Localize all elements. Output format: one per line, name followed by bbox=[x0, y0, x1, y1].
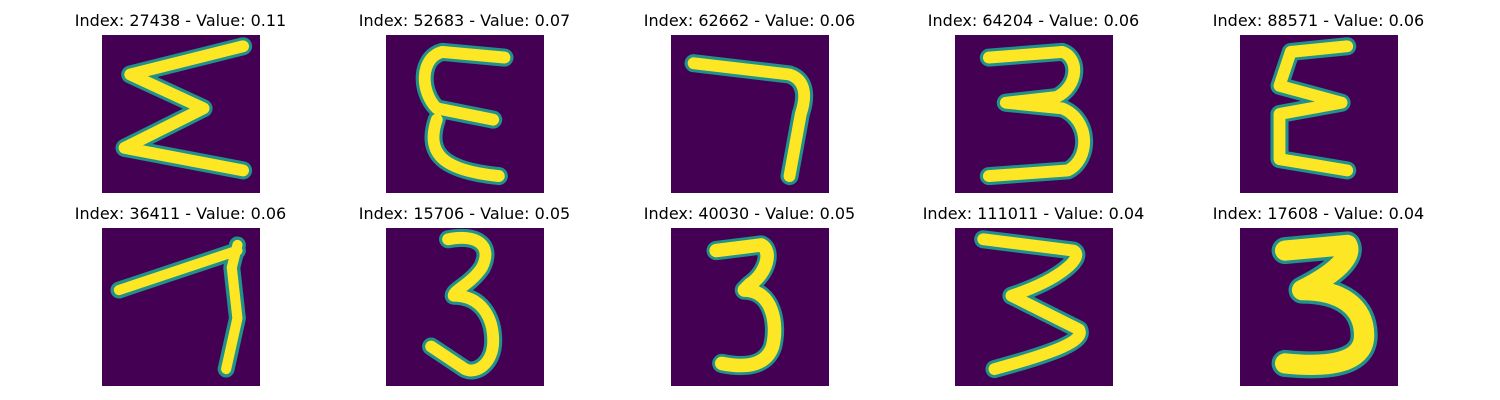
grid-cell-6: Index: 36411 - Value: 0.06 bbox=[38, 204, 323, 394]
grid-cell-4: Index: 64204 - Value: 0.06 bbox=[891, 11, 1176, 201]
grid-cell-9: Index: 111011 - Value: 0.04 bbox=[891, 204, 1176, 394]
grid-cell-5: Index: 88571 - Value: 0.06 bbox=[1176, 11, 1461, 201]
cell-title: Index: 17608 - Value: 0.04 bbox=[1212, 204, 1425, 223]
grid-cell-1: Index: 27438 - Value: 0.11 bbox=[38, 11, 323, 201]
grid-cell-8: Index: 40030 - Value: 0.05 bbox=[607, 204, 892, 394]
cell-title: Index: 40030 - Value: 0.05 bbox=[643, 204, 856, 223]
stroke-core bbox=[113, 239, 243, 375]
stroke-core bbox=[709, 238, 782, 373]
cell-title: Index: 27438 - Value: 0.11 bbox=[74, 11, 287, 30]
stroke-core bbox=[977, 233, 1086, 375]
digit-image bbox=[102, 228, 260, 386]
cell-title: Index: 64204 - Value: 0.06 bbox=[927, 11, 1140, 30]
cell-title: Index: 88571 - Value: 0.06 bbox=[1212, 11, 1425, 30]
grid-cell-7: Index: 15706 - Value: 0.05 bbox=[322, 204, 607, 394]
digit-image bbox=[955, 228, 1113, 386]
digit-image bbox=[955, 35, 1113, 193]
digit-image bbox=[102, 35, 260, 193]
digit-image bbox=[671, 35, 829, 193]
digit-image bbox=[671, 228, 829, 386]
cell-title: Index: 62662 - Value: 0.06 bbox=[643, 11, 856, 30]
digit-image bbox=[1240, 228, 1398, 386]
stroke-core bbox=[1274, 234, 1375, 376]
digit-image bbox=[386, 228, 544, 386]
stroke-core bbox=[418, 46, 511, 182]
cell-title: Index: 36411 - Value: 0.06 bbox=[74, 204, 287, 223]
stroke-core bbox=[687, 57, 811, 182]
stroke-core bbox=[118, 40, 249, 177]
cell-title: Index: 52683 - Value: 0.07 bbox=[358, 11, 571, 30]
digit-image bbox=[386, 35, 544, 193]
stroke-core bbox=[425, 232, 500, 377]
cell-title: Index: 15706 - Value: 0.05 bbox=[358, 204, 571, 223]
grid-cell-3: Index: 62662 - Value: 0.06 bbox=[607, 11, 892, 201]
cell-title: Index: 111011 - Value: 0.04 bbox=[922, 204, 1145, 223]
grid-cell-10: Index: 17608 - Value: 0.04 bbox=[1176, 204, 1461, 394]
digit-image bbox=[1240, 35, 1398, 193]
stroke-core bbox=[1273, 40, 1354, 177]
grid-cell-2: Index: 52683 - Value: 0.07 bbox=[322, 11, 607, 201]
stroke-core bbox=[982, 46, 1090, 182]
